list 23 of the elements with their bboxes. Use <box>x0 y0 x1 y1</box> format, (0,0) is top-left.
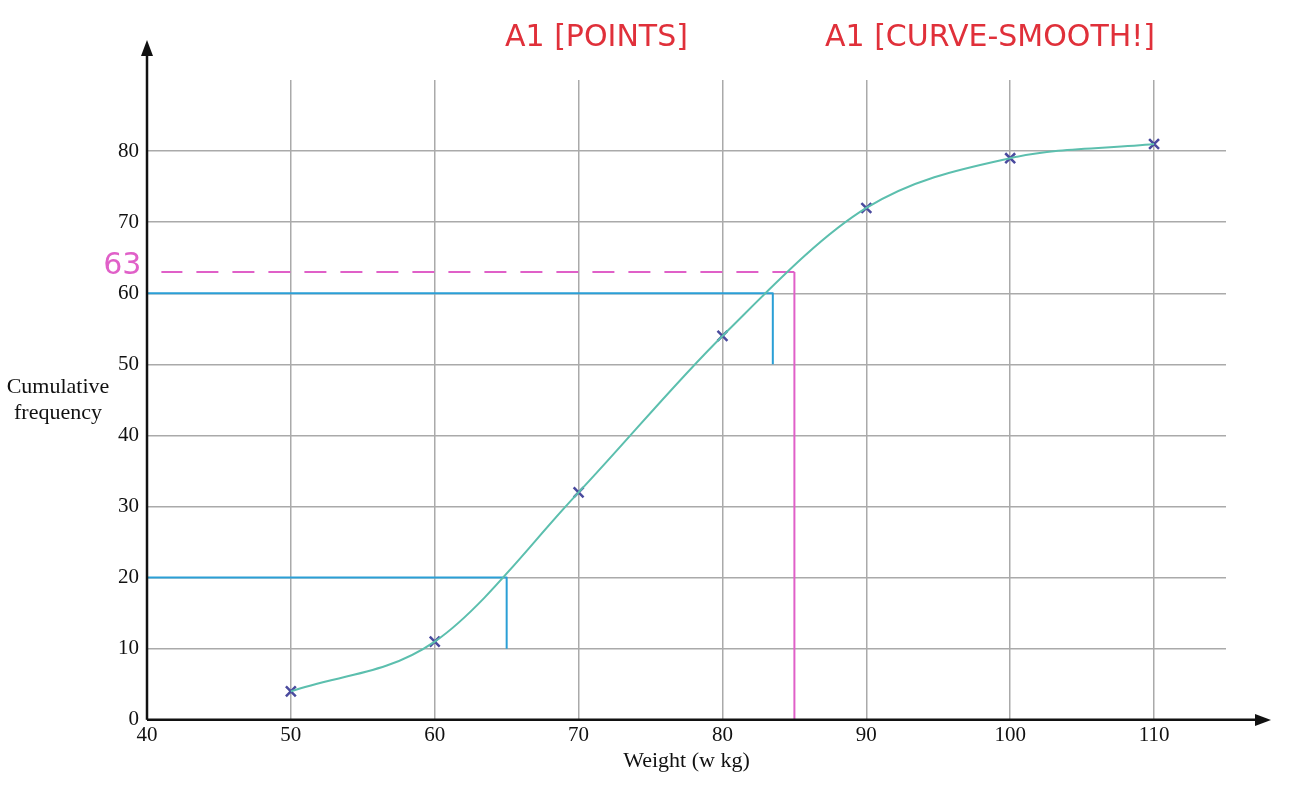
x-tick-label: 50 <box>280 721 302 746</box>
line-series <box>289 142 1156 693</box>
y-tick-label: 40 <box>118 421 139 446</box>
y-tick-label: 0 <box>128 706 139 731</box>
text: A1 [POINTS] <box>505 17 688 53</box>
x-tick-label: 90 <box>855 721 877 746</box>
y-tick-label: 10 <box>118 635 139 660</box>
annotation: 63 <box>103 245 142 281</box>
x-tick-label: 110 <box>1138 721 1170 746</box>
point <box>1147 137 1161 151</box>
y-tick-label: 20 <box>118 564 139 589</box>
y-axis-title: Cumulative frequency <box>6 372 110 424</box>
y-tick-label: 60 <box>118 279 139 304</box>
x-tick-label: 70 <box>568 721 590 746</box>
x-tick-label: 100 <box>994 721 1026 746</box>
y-tick-label: 70 <box>118 208 139 233</box>
x-axis-title: Weight (w kg) <box>623 746 750 772</box>
text: A1 [CURVE-SMOOTH!] <box>825 17 1156 53</box>
y-tick-label: 30 <box>118 493 139 518</box>
x-tick-label: 80 <box>711 721 733 746</box>
y-tick-label: 80 <box>118 137 139 162</box>
x-tick-label: 60 <box>424 721 446 746</box>
y-tick-label: 50 <box>118 350 139 375</box>
